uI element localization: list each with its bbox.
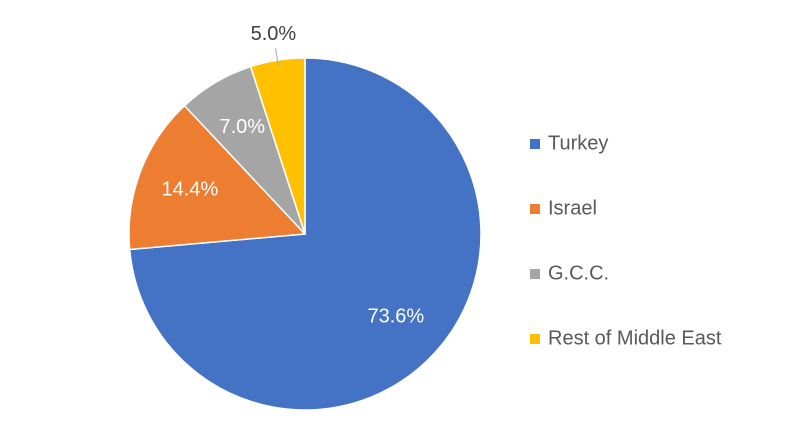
pie-slice — [128, 104, 307, 251]
legend-swatch — [530, 204, 540, 214]
legend-label: G.C.C. — [548, 262, 609, 284]
data-label: 7.0% — [219, 116, 265, 138]
legend-label: Turkey — [548, 132, 608, 154]
legend-swatch — [530, 334, 540, 344]
data-label: 5.0% — [251, 23, 297, 45]
legend-label: Rest of Middle East — [548, 327, 722, 349]
legend-swatch — [530, 139, 540, 149]
data-label: 14.4% — [162, 178, 219, 200]
legend-swatch — [530, 269, 540, 279]
leader-line — [275, 48, 279, 66]
legend-label: Israel — [548, 197, 597, 219]
data-label: 73.6% — [368, 305, 425, 327]
